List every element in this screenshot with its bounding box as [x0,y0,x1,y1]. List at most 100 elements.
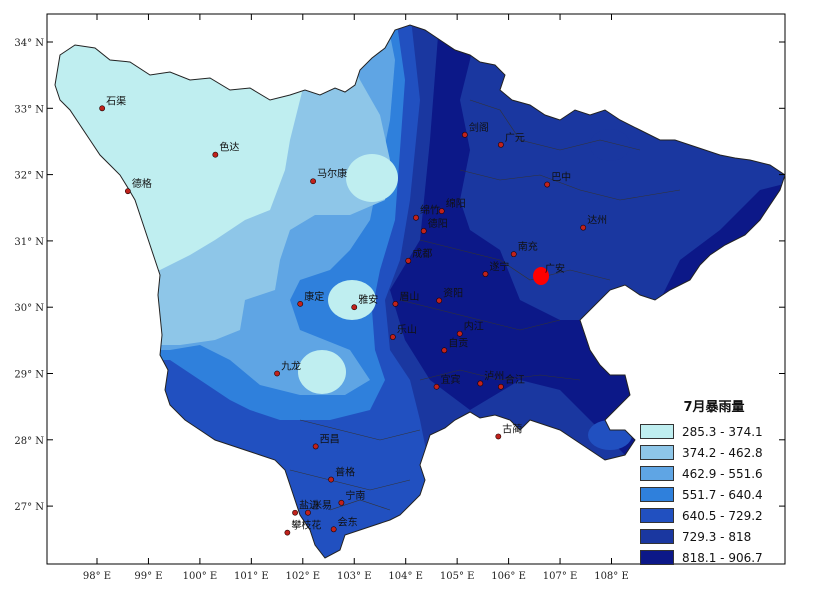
city-dot [392,300,399,307]
city-label: 宁南 [345,489,365,502]
city-dot [433,383,440,390]
city-dot [305,509,311,516]
legend-swatch [640,487,674,502]
city-label: 自贡 [448,336,468,349]
city-label: 攀枝花 [291,519,321,532]
city-dot [510,251,517,258]
legend-label: 285.3 - 374.1 [682,424,763,439]
county-boundaries [289,99,681,511]
lon-tick-label: 100° E [183,571,218,582]
legend-label: 462.9 - 551.6 [682,466,763,481]
legend-label: 374.2 - 462.8 [682,445,763,460]
lat-tick-label: 27° N [14,502,44,513]
city-dot [405,257,412,264]
legend-label: 729.3 - 818 [682,529,752,544]
city-dot [99,105,106,112]
lon-tick-label: 107° E [543,571,578,582]
city-dot [441,347,448,354]
city-label: 成都 [412,248,432,260]
city-dot [461,131,468,138]
legend-rows: 285.3 - 374.1 374.2 - 462.8 462.9 - 551.6 5… [640,421,788,568]
lon-tick-label: 103° E [337,571,372,582]
city-label: 盐边 [299,499,319,512]
city-dot [477,380,484,387]
legend-swatch [640,529,674,544]
city-label: 广安 [545,262,565,275]
lon-tick-label: 104° E [388,571,423,582]
city-dot [413,214,419,221]
city-label: 德格 [132,177,152,190]
city-dot [389,334,396,340]
city-label: 合江 [505,373,525,386]
city-label: 遂宁 [489,260,509,273]
lon-tick-label: 102° E [286,571,321,582]
city-label: 乐山 [397,324,417,336]
city-dot [292,509,298,516]
city-dot [482,271,489,277]
city-dot [297,300,304,307]
city-label: 雅安 [358,293,378,306]
city-dot [312,443,319,450]
city-label: 宜宾 [441,373,461,386]
lon-tick-label: 105° E [440,571,475,582]
axis-ticks [47,14,785,564]
lat-tick-label: 33° N [14,104,44,115]
legend-label: 818.1 - 906.7 [682,550,763,565]
city-dot [456,330,463,337]
legend-row: 818.1 - 906.7 [640,547,788,568]
city-label: 康定 [304,290,324,303]
legend-title: 7月暴雨量 [683,400,745,415]
zone-patch-jiulong [298,350,346,394]
city-dot [212,151,219,158]
longitude-labels: 98° E 99° E 100° E 101° E 102° E 103° E 104° E… [83,571,629,582]
city-label: 会东 [338,515,358,528]
city-dot [338,499,345,506]
legend-swatch [640,466,674,481]
legend-swatch [640,508,674,523]
lat-tick-label: 29° N [14,370,44,381]
city-dot [124,188,131,195]
city-label: 绵阳 [446,197,466,210]
lon-tick-label: 98° E [83,571,111,582]
city-label: 广元 [505,132,525,144]
city-label: 达州 [587,215,607,227]
city-dot [495,433,502,440]
legend-label: 551.7 - 640.4 [682,487,763,502]
city-dot [284,529,291,536]
city-label: 内江 [464,320,484,333]
city-dot [436,297,443,304]
city-label: 南充 [518,240,538,253]
legend-row: 285.3 - 374.1 [640,421,788,442]
city-label: 古蔺 [502,422,522,435]
city-dot [310,178,316,185]
city-label: 眉山 [399,291,419,303]
zone-patch-kangding [328,280,376,320]
lon-tick-label: 99° E [134,571,162,582]
lat-tick-label: 28° N [14,436,44,447]
city-label: 绵竹 [420,204,440,217]
legend-label: 640.5 - 729.2 [682,508,763,523]
lat-tick-label: 34° N [14,38,44,49]
legend-row: 640.5 - 729.2 [640,505,788,526]
city-dot [497,383,504,390]
city-dot [274,370,280,377]
city-label: 西昌 [320,433,340,445]
city-dot [544,181,551,188]
city-dot [438,208,445,214]
legend-row: 462.9 - 551.6 [640,463,788,484]
city-label: 资阳 [443,288,463,300]
legend-swatch [640,550,674,565]
highlight-marker [533,267,550,286]
city-label: 德阳 [428,217,448,230]
lon-tick-label: 108° E [594,571,629,582]
city-label: 色达 [219,141,239,154]
city-label: 泸州 [484,370,504,382]
city-label: 米易 [312,499,332,512]
legend-row: 729.3 - 818 [640,526,788,547]
lat-tick-label: 31° N [14,237,44,248]
lon-tick-label: 101° E [234,571,269,582]
city-dot [351,304,358,311]
latitude-labels: 34° N 33° N 32° N 31° N 30° N 29° N 28° N 27° N [14,38,44,513]
